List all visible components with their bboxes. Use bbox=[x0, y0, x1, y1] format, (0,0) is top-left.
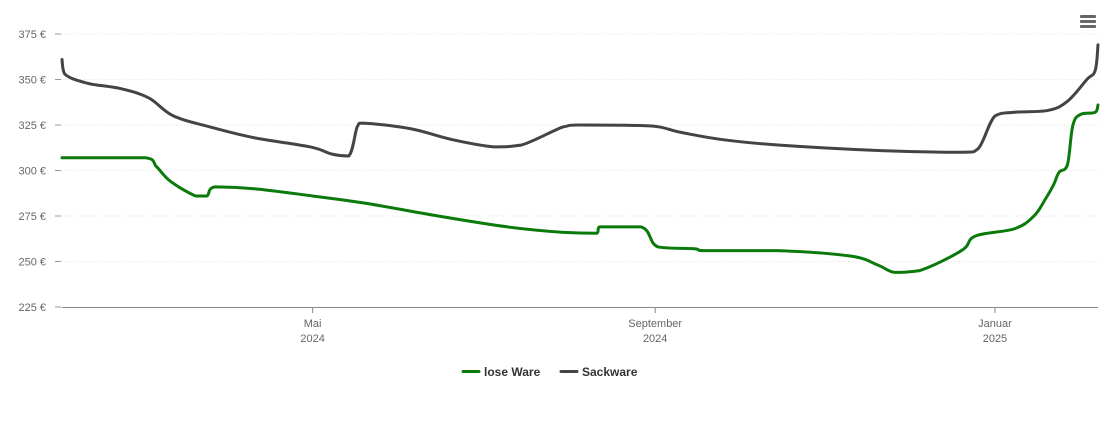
y-tick-label: 250 € bbox=[18, 257, 46, 269]
y-tick-label: 300 € bbox=[18, 166, 46, 178]
legend-label: Sackware bbox=[582, 365, 638, 379]
x-tick-label: 2024 bbox=[300, 333, 324, 345]
series-line-sackware bbox=[60, 43, 1100, 158]
x-tick-label: September bbox=[628, 318, 682, 330]
y-axis: 225 € 250 € 275 € 300 € 325 € 350 € 375 € bbox=[18, 29, 61, 314]
x-axis: Mai 2024 September 2024 Januar 2025 bbox=[62, 307, 1098, 345]
legend-item-lose-ware[interactable]: lose Ware bbox=[461, 365, 541, 379]
y-tick-label: 350 € bbox=[18, 75, 46, 87]
y-tick-label: 325 € bbox=[18, 120, 46, 132]
y-tick-label: 225 € bbox=[18, 302, 46, 314]
series-line-lose-ware bbox=[60, 103, 1100, 274]
grid-lines bbox=[62, 33, 1098, 262]
x-tick-label: Mai bbox=[304, 318, 322, 330]
legend: lose Ware Sackware bbox=[461, 365, 638, 379]
x-tick-label: 2024 bbox=[643, 333, 667, 345]
y-tick-label: 375 € bbox=[18, 29, 46, 41]
x-tick-label: Januar bbox=[978, 318, 1012, 330]
chart-menu-button[interactable] bbox=[1074, 10, 1100, 32]
series-lines bbox=[60, 43, 1100, 274]
y-tick-label: 275 € bbox=[18, 211, 46, 223]
legend-item-sackware[interactable]: Sackware bbox=[559, 365, 638, 379]
x-tick-label: 2025 bbox=[983, 333, 1007, 345]
legend-label: lose Ware bbox=[484, 365, 541, 379]
